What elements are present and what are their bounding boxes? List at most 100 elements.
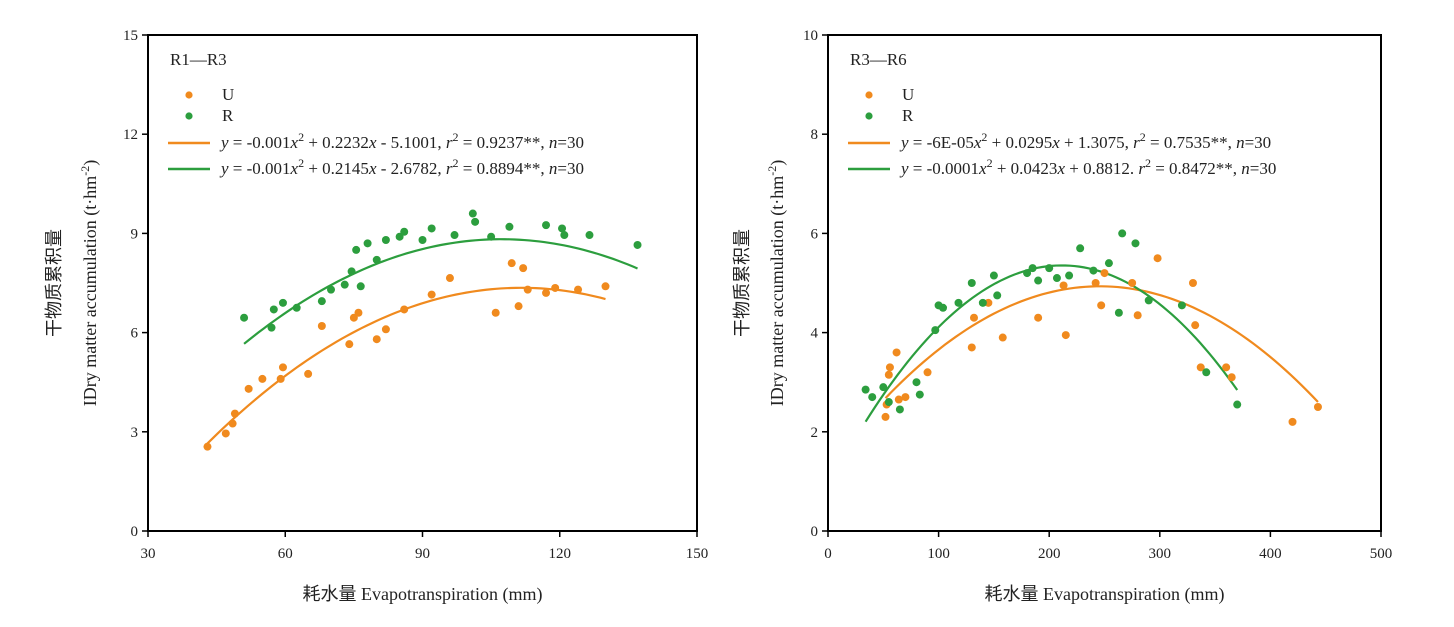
data-point-u [203, 442, 212, 451]
panel-r1-r3: 30 60 90 120 150 0 3 6 9 12 15 耗水量 Evapotranspirati… [44, 28, 708, 605]
data-point-r [427, 224, 436, 233]
data-point-u [228, 419, 237, 428]
data-point-r [269, 305, 278, 314]
data-point-r [1202, 368, 1211, 377]
data-point-u [901, 393, 910, 402]
data-point-r [1104, 259, 1113, 268]
data-point-r [450, 231, 459, 240]
data-point-r [1028, 264, 1037, 273]
x-tick-label: 60 [278, 546, 293, 562]
data-point-u [923, 368, 932, 377]
data-point-r [1144, 296, 1153, 305]
data-point-r [633, 240, 642, 249]
data-point-r [1131, 239, 1140, 248]
data-point-u [278, 363, 287, 372]
data-point-u [372, 335, 381, 344]
data-point-r [340, 280, 349, 289]
data-point-r [400, 227, 409, 236]
data-point-u [1153, 254, 1162, 263]
data-point-u [969, 313, 978, 322]
y-tick-label: 15 [123, 28, 138, 44]
x-tick-label: 30 [141, 546, 156, 562]
data-point-r [954, 298, 963, 307]
data-point-u [1100, 269, 1109, 278]
data-point-u [519, 264, 528, 273]
y-tick-label: 3 [131, 425, 139, 441]
data-point-u [304, 369, 313, 378]
fit-curve-r [243, 238, 638, 345]
legend-marker-r [185, 112, 193, 120]
data-point-u [884, 370, 893, 379]
x-tick-label: 90 [415, 546, 430, 562]
panel-title: R3—R6 [850, 50, 907, 69]
data-point-r [915, 390, 924, 399]
x-tick-label: 200 [1038, 546, 1061, 562]
legend-marker-u [865, 91, 873, 99]
data-point-r [1045, 264, 1054, 273]
data-point-u [514, 302, 523, 311]
data-point-u [894, 395, 903, 404]
legend-label-r: R [902, 106, 914, 125]
data-point-u [1188, 279, 1197, 287]
data-point-u [1313, 403, 1322, 411]
data-point-r [505, 222, 514, 231]
data-point-r [356, 282, 365, 291]
data-point-u [881, 412, 890, 421]
fit-equation-r: y = -0.0001x2 + 0.0423x + 0.8812. r2 = 0… [899, 156, 1276, 178]
data-point-u [427, 290, 436, 299]
data-point-r [372, 255, 381, 264]
data-point-r [1233, 400, 1242, 409]
data-point-r [993, 291, 1002, 300]
data-point-u [601, 282, 610, 291]
data-point-u [523, 285, 532, 294]
data-point-r [278, 298, 287, 307]
data-point-u [1196, 363, 1205, 372]
data-point-u [354, 308, 363, 317]
data-point-r [347, 267, 356, 276]
data-point-r [884, 398, 893, 407]
data-point-u [258, 374, 267, 383]
y-tick-label: 10 [803, 28, 818, 44]
data-point-r [585, 231, 594, 240]
data-point-r [989, 271, 998, 280]
data-point-r [939, 303, 948, 312]
plot-frame [827, 34, 1382, 532]
fit-equation-u: y = -6E-05x2 + 0.0295x + 1.3075, r2 = 0.… [899, 130, 1271, 152]
y-tick-label: 2 [811, 425, 819, 441]
data-point-u [551, 283, 560, 292]
data-point-u [1227, 373, 1236, 382]
data-point-u [381, 325, 390, 334]
data-point-r [1114, 308, 1123, 317]
data-point-r [879, 383, 888, 392]
data-point-u [885, 363, 894, 372]
data-point-r [931, 326, 940, 335]
y-tick-label: 6 [131, 326, 139, 342]
data-point-r [352, 245, 361, 254]
data-point-r [468, 209, 477, 218]
data-point-r [1052, 274, 1061, 283]
data-point-r [912, 378, 921, 387]
legend-label-u: U [902, 85, 914, 104]
data-point-r [560, 231, 569, 240]
data-point-u [1091, 279, 1100, 287]
data-point-r [1089, 266, 1098, 275]
data-point-r [363, 239, 372, 248]
data-point-u [1191, 321, 1200, 330]
y-axis-label-cn: 干物质累积量 [732, 229, 752, 337]
y-axis-label-cn: 干物质累积量 [44, 229, 64, 337]
x-tick-label: 150 [686, 546, 709, 562]
legend-marker-u [185, 91, 193, 99]
y-tick-label: 9 [131, 226, 139, 242]
data-point-u [276, 374, 285, 383]
y-tick-label: 0 [131, 524, 139, 540]
data-point-u [892, 348, 901, 357]
fit-equation-r: y = -0.001x2 + 0.2145x - 2.6782, r2 = 0.… [219, 156, 584, 178]
data-point-u [542, 288, 551, 297]
data-point-u [221, 429, 230, 438]
data-point-u [1061, 331, 1070, 340]
data-point-r [240, 313, 249, 322]
x-axis-label: 耗水量 Evapotranspiration (mm) [303, 584, 543, 605]
data-point-r [542, 221, 551, 230]
